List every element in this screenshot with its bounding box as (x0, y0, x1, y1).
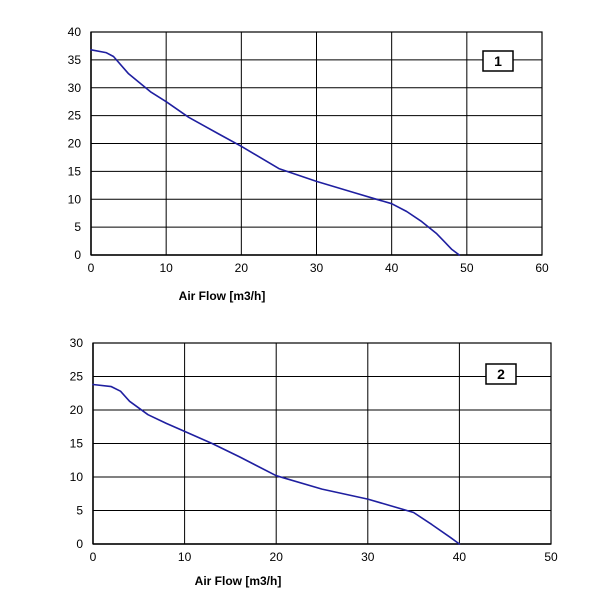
series-line (90, 49, 461, 256)
chart-badge-box (485, 363, 517, 385)
chart-badge-box (482, 50, 514, 72)
x-tick-label: 20 (235, 261, 249, 275)
y-tick-label: 25 (68, 109, 82, 123)
x-tick-label: 0 (90, 550, 97, 564)
y-tick-label: 40 (68, 25, 82, 39)
series-line (92, 383, 461, 545)
y-tick-label: 0 (74, 248, 81, 262)
x-tick-label: 40 (385, 261, 399, 275)
y-tick-label: 5 (74, 220, 81, 234)
x-tick-label: 20 (270, 550, 284, 564)
x-tick-label: 50 (544, 550, 558, 564)
x-axis-label: Air Flow [m3/h] (195, 574, 282, 588)
y-tick-label: 25 (70, 370, 84, 384)
y-tick-label: 30 (70, 336, 84, 350)
x-axis-label: Air Flow [m3/h] (179, 289, 266, 303)
y-tick-label: 10 (68, 192, 82, 206)
y-tick-label: 5 (76, 504, 83, 518)
x-tick-label: 40 (453, 550, 467, 564)
x-tick-label: 30 (310, 261, 324, 275)
x-tick-label: 10 (178, 550, 192, 564)
y-tick-label: 0 (76, 537, 83, 551)
x-tick-label: 50 (460, 261, 474, 275)
y-tick-label: 35 (68, 53, 82, 67)
y-tick-label: 20 (70, 403, 84, 417)
x-tick-label: 60 (535, 261, 549, 275)
x-tick-label: 0 (88, 261, 95, 275)
x-tick-label: 30 (361, 550, 375, 564)
chart-1: 0 10 20 30 40 50 60 0 5 10 15 20 25 30 35 40 Air Flow [m… (68, 25, 549, 303)
y-tick-label: 20 (68, 137, 82, 151)
y-tick-label: 10 (70, 470, 84, 484)
y-tick-label: 30 (68, 81, 82, 95)
y-tick-label: 15 (68, 164, 82, 178)
y-tick-label: 15 (70, 437, 84, 451)
x-tick-label: 10 (159, 261, 173, 275)
chart-badge-label: 1 (494, 53, 502, 69)
chart-badge-label: 2 (497, 366, 505, 382)
chart-2: 0 10 20 30 40 50 0 5 10 15 20 25 30 Air Flow [m3/h] 2 (70, 336, 558, 588)
